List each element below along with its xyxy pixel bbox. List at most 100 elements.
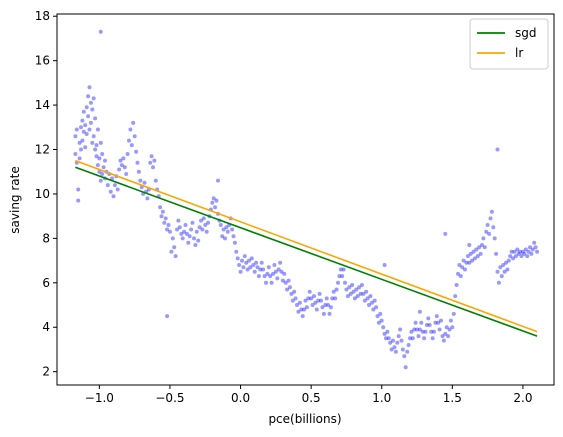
scatter-point	[163, 216, 168, 221]
scatter-point	[498, 265, 503, 270]
scatter-point	[518, 249, 523, 254]
scatter-point	[499, 274, 504, 279]
scatter-point	[429, 329, 434, 334]
scatter-point	[76, 198, 81, 203]
scatter-point	[255, 265, 260, 270]
scatter-point	[283, 280, 288, 285]
scatter-point	[371, 307, 376, 312]
scatter-point	[417, 309, 422, 314]
scatter-point	[93, 116, 98, 121]
x-tick-label: 2.0	[513, 391, 532, 405]
scatter-point	[300, 314, 305, 319]
scatter-point	[307, 289, 312, 294]
scatter-point	[153, 178, 158, 183]
scatter-point	[432, 329, 436, 334]
scatter-point	[408, 336, 412, 341]
scatter-point	[456, 271, 460, 276]
scatter-point	[375, 314, 380, 319]
scatter-point	[112, 183, 117, 188]
scatter-point	[172, 245, 177, 250]
y-tick-label: 6	[42, 276, 50, 290]
scatter-point	[252, 269, 257, 274]
scatter-point	[409, 329, 414, 334]
scatter-point	[399, 338, 404, 343]
scatter-point	[220, 234, 225, 239]
plot-frame	[56, 13, 555, 386]
scatter-point	[166, 223, 171, 227]
y-tick-label: 16	[35, 54, 50, 68]
series-line-sgd	[75, 166, 538, 337]
scatter-point	[358, 291, 363, 296]
x-tick-label: 1.5	[443, 391, 462, 405]
scatter-point	[87, 127, 92, 132]
scatter-point	[149, 154, 154, 159]
scatter-point	[519, 254, 524, 259]
scatter-point	[391, 338, 395, 343]
y-tick-label: 18	[35, 9, 50, 23]
scatter-point	[330, 296, 335, 301]
scatter-point	[196, 238, 201, 243]
scatter-point	[382, 331, 387, 336]
scatter-point	[268, 274, 273, 279]
scatter-point	[135, 160, 140, 165]
scatter-point	[259, 260, 264, 265]
scatter-point	[160, 209, 165, 214]
scatter-point	[117, 167, 122, 172]
scatter-point	[454, 283, 459, 287]
scatter-point	[125, 152, 130, 156]
scatter-point	[485, 223, 490, 227]
scatter-point	[206, 220, 211, 225]
scatter-point	[256, 274, 261, 279]
plot-area	[57, 14, 554, 385]
scatter-point	[506, 258, 511, 263]
scatter-point	[393, 349, 398, 354]
scatter-point	[365, 296, 370, 301]
scatter-point	[526, 249, 531, 254]
scatter-point	[505, 267, 510, 272]
scatter-point	[427, 323, 432, 327]
scatter-point	[328, 305, 333, 310]
scatter-point	[392, 345, 397, 350]
scatter-point	[225, 229, 230, 234]
scatter-point	[465, 254, 470, 259]
scatter-point	[355, 294, 360, 299]
scatter-point	[224, 225, 229, 230]
scatter-point	[471, 249, 476, 254]
scatter-point	[492, 236, 497, 241]
scatter-point	[354, 287, 359, 292]
scatter-point	[440, 334, 445, 339]
scatter-point	[326, 303, 331, 307]
scatter-point	[522, 251, 527, 256]
scatter-point	[134, 149, 139, 154]
scatter-point	[234, 249, 239, 254]
scatter-point	[443, 231, 448, 236]
scatter-point	[426, 316, 431, 321]
scatter-point	[240, 258, 244, 263]
scatter-point	[402, 354, 407, 359]
scatter-point	[422, 336, 427, 341]
scatter-point	[434, 314, 439, 319]
scatter-point	[312, 294, 316, 299]
scatter-point	[395, 340, 400, 345]
scatter-point	[386, 336, 391, 341]
scatter-point	[98, 178, 103, 183]
scatter-point	[237, 263, 242, 267]
scatter-point	[509, 249, 514, 254]
scatter-point	[334, 287, 339, 292]
scatter-point	[430, 336, 435, 341]
x-tick-label: 0.5	[302, 391, 321, 405]
scatter-point	[309, 296, 314, 301]
scatter-point	[333, 296, 338, 301]
scatter-point	[80, 138, 85, 143]
scatter-point	[314, 307, 319, 312]
scatter-point	[176, 218, 181, 223]
scatter-point	[361, 291, 366, 296]
scatter-point	[194, 229, 199, 234]
x-tick-label: 1.0	[372, 391, 391, 405]
scatter-point	[180, 236, 185, 241]
scatter-point	[118, 158, 123, 163]
scatter-point	[441, 338, 446, 343]
scatter-point	[396, 334, 401, 339]
scatter-point	[201, 216, 206, 221]
scatter-point	[331, 289, 336, 294]
